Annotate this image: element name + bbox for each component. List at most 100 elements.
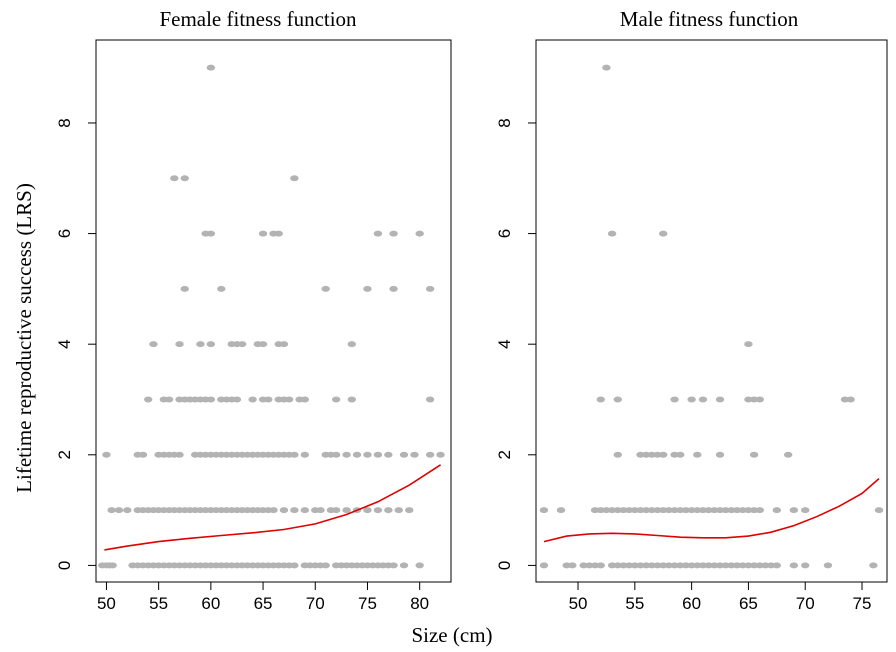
female-data-point bbox=[264, 396, 273, 403]
female-data-point bbox=[180, 175, 189, 182]
male-data-point bbox=[755, 396, 764, 403]
male-data-point bbox=[869, 562, 878, 569]
female-data-point bbox=[114, 507, 124, 514]
female-data-point bbox=[300, 396, 310, 403]
male-y-tick-label: 4 bbox=[495, 339, 514, 348]
male-data-point bbox=[539, 507, 549, 514]
female-data-point bbox=[164, 396, 174, 403]
female-data-point bbox=[425, 285, 435, 292]
female-data-point bbox=[389, 562, 398, 569]
female-y-tick-label: 2 bbox=[55, 450, 74, 459]
female-data-point bbox=[415, 230, 424, 237]
male-data-point bbox=[687, 396, 696, 403]
female-data-point bbox=[196, 341, 205, 348]
female-data-point bbox=[180, 285, 189, 292]
female-x-tick-label: 50 bbox=[97, 594, 116, 613]
female-x-tick-label: 65 bbox=[254, 594, 273, 613]
female-data-point bbox=[373, 230, 383, 237]
female-y-tick-label: 8 bbox=[55, 118, 74, 127]
male-data-point bbox=[801, 562, 810, 569]
female-data-point bbox=[149, 341, 158, 348]
female-data-point bbox=[248, 396, 257, 403]
female-data-point bbox=[342, 507, 351, 514]
female-fitness-curve bbox=[104, 464, 442, 551]
male-data-point bbox=[783, 451, 793, 458]
female-data-point bbox=[342, 451, 351, 458]
female-data-point bbox=[363, 451, 372, 458]
female-data-point bbox=[394, 507, 403, 514]
female-data-point bbox=[347, 396, 357, 403]
shared-y-axis-label: Lifetime reproductive success (LRS) bbox=[12, 183, 36, 493]
female-data-point bbox=[384, 507, 393, 514]
male-data-point bbox=[613, 396, 622, 403]
male-x-tick-label: 65 bbox=[739, 594, 758, 613]
female-data-point bbox=[384, 451, 393, 458]
male-x-tick-label: 75 bbox=[853, 594, 872, 613]
female-data-point bbox=[321, 562, 330, 569]
male-x-tick-label: 60 bbox=[682, 594, 701, 613]
male-data-point bbox=[556, 507, 566, 514]
male-data-point bbox=[789, 562, 799, 569]
male-x-tick-label: 70 bbox=[796, 594, 815, 613]
female-data-point bbox=[347, 341, 357, 348]
female-x-tick-label: 70 bbox=[306, 594, 325, 613]
male-data-point bbox=[715, 451, 725, 458]
male-data-point bbox=[613, 451, 622, 458]
female-data-point bbox=[108, 562, 117, 569]
female-data-point bbox=[206, 396, 216, 403]
female-data-point bbox=[290, 562, 299, 569]
female-data-point bbox=[389, 285, 398, 292]
male-data-point bbox=[676, 451, 685, 458]
female-data-point bbox=[175, 451, 184, 458]
female-fitness-panel: Female fitness function 50 55 60 65 70 75 80 0 2… bbox=[55, 7, 452, 613]
female-data-point bbox=[138, 451, 148, 458]
male-panel-title: Male fitness function bbox=[620, 7, 799, 31]
male-data-point bbox=[670, 396, 679, 403]
female-panel-title: Female fitness function bbox=[159, 7, 357, 31]
female-x-tick-label: 80 bbox=[410, 594, 429, 613]
female-data-point bbox=[237, 341, 247, 348]
male-y-tick-label: 0 bbox=[495, 561, 514, 570]
female-data-point bbox=[175, 341, 184, 348]
female-x-tick-label: 55 bbox=[149, 594, 168, 613]
male-y-tick-label: 8 bbox=[495, 118, 514, 127]
female-data-point bbox=[217, 285, 226, 292]
female-data-point bbox=[123, 507, 132, 514]
female-data-point bbox=[373, 451, 383, 458]
female-data-point bbox=[331, 451, 341, 458]
female-data-point bbox=[300, 507, 310, 514]
female-data-point bbox=[331, 396, 341, 403]
male-y-tick-label: 6 bbox=[495, 229, 514, 238]
female-data-point bbox=[300, 451, 310, 458]
male-data-point bbox=[568, 562, 577, 569]
female-x-tick-label: 75 bbox=[358, 594, 377, 613]
female-data-point bbox=[279, 507, 289, 514]
female-data-point bbox=[373, 507, 383, 514]
male-data-point bbox=[749, 451, 759, 458]
male-data-point bbox=[596, 396, 605, 403]
female-data-point bbox=[425, 451, 435, 458]
male-data-point bbox=[659, 451, 668, 458]
female-data-point bbox=[363, 285, 372, 292]
female-data-point bbox=[436, 451, 445, 458]
female-data-point bbox=[258, 341, 268, 348]
female-data-point bbox=[316, 507, 325, 514]
male-fitness-panel: Male fitness function 50 55 60 65 70 75 0 2 4 6 8 bbox=[495, 7, 888, 613]
male-plot-frame bbox=[535, 39, 888, 583]
male-data-point bbox=[693, 451, 702, 458]
female-x-tick-label: 60 bbox=[201, 594, 220, 613]
female-y-tick-label: 6 bbox=[55, 229, 74, 238]
male-data-point bbox=[772, 562, 782, 569]
male-data-point bbox=[715, 396, 725, 403]
female-data-point bbox=[352, 451, 362, 458]
female-data-point bbox=[321, 285, 330, 292]
female-data-point bbox=[363, 507, 372, 514]
female-data-point bbox=[399, 562, 409, 569]
male-data-point bbox=[698, 396, 708, 403]
male-data-point bbox=[659, 230, 668, 237]
female-data-point bbox=[331, 507, 341, 514]
male-data-point bbox=[772, 507, 782, 514]
female-data-point bbox=[290, 175, 299, 182]
male-data-point bbox=[874, 507, 884, 514]
male-data-point bbox=[846, 396, 855, 403]
